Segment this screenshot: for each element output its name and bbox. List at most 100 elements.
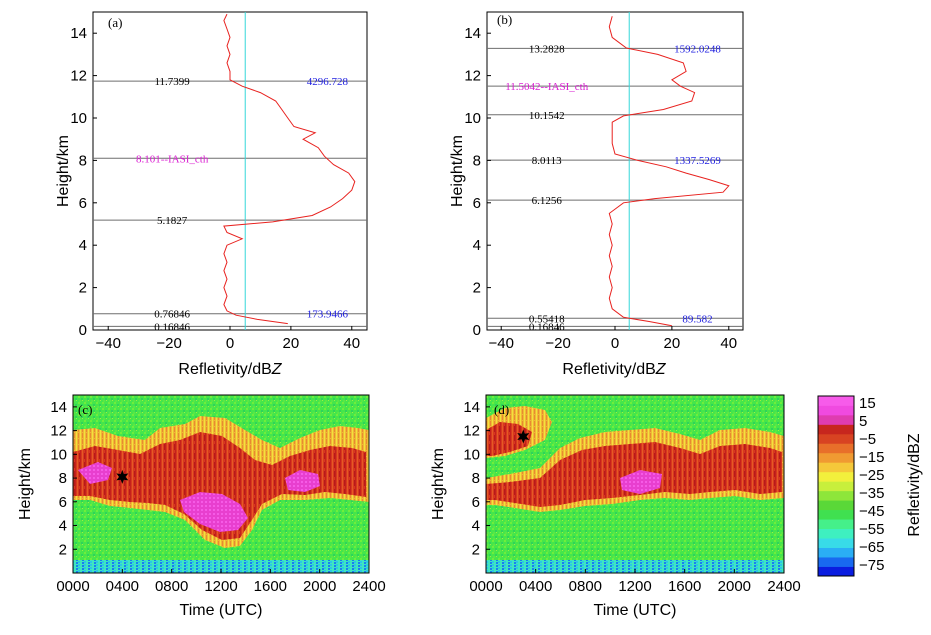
y-tick-label: 6 xyxy=(59,494,67,511)
y-tick-label: 10 xyxy=(463,446,480,463)
annotation-label: 1592.0248 xyxy=(674,43,721,55)
colorbar-band xyxy=(818,509,854,520)
cloud-top-marker-d xyxy=(517,429,530,444)
colorbar-tick-label: −55 xyxy=(859,521,884,538)
y-tick-label: 2 xyxy=(59,541,67,558)
y-tick-label: 0 xyxy=(473,322,481,339)
panel-label-a: (a) xyxy=(108,15,122,30)
annotation-label: 11.5042--IASI_cth xyxy=(505,81,588,93)
y-tick-label: 12 xyxy=(70,68,87,85)
y-tick-label: 10 xyxy=(50,446,67,463)
cloud-top-marker-c xyxy=(116,469,129,484)
annotation-label: 1337.5269 xyxy=(674,155,721,167)
panel-label-d: (d) xyxy=(494,402,509,417)
colorbar-band xyxy=(818,557,854,567)
annotation-label: 11.7399 xyxy=(154,76,190,88)
y-axis-label-c: Height/km xyxy=(17,448,34,520)
x-tick-label: 0000 xyxy=(469,578,502,595)
annotation-label: 0.16846 xyxy=(154,321,190,333)
colorbar-band xyxy=(818,471,854,482)
colorbar-band xyxy=(818,519,854,530)
colorbar-band xyxy=(818,481,854,492)
panel-label-b: (b) xyxy=(497,12,512,27)
reflectivity-profile-b xyxy=(608,16,730,327)
y-tick-label: 6 xyxy=(79,195,87,212)
x-tick-label: 40 xyxy=(720,335,737,352)
x-tick-label: 0 xyxy=(611,335,619,352)
annotation-label: 173.9466 xyxy=(307,309,349,321)
colorbar-tick-label: −75 xyxy=(859,557,884,574)
heatmap-plot-d: (d) 0000 0400 0800 1200 1600 2000 2400 2 4 6 8 10 1… xyxy=(430,394,801,619)
y-tick-label: 6 xyxy=(473,195,481,212)
colorbar: 155−5−15−25−35−45−55−65−75 Refletivity/d… xyxy=(817,395,923,577)
x-tick-label: −20 xyxy=(545,335,570,352)
annotation-label: 13.2828 xyxy=(529,43,565,55)
heatmap-surface-band-c xyxy=(73,560,369,573)
x-tick-label: −40 xyxy=(95,335,120,352)
reflectivity-profile-a xyxy=(223,13,356,325)
x-tick-label: 2000 xyxy=(303,578,336,595)
y-axis-label-d: Height/km xyxy=(430,448,447,520)
heatmap-plot-c: (c) 0000 0400 0800 1200 1600 2000 2400 2 4 6 8 10 1… xyxy=(17,394,386,619)
y-tick-label: 0 xyxy=(79,322,87,339)
x-axis-label-d: Time (UTC) xyxy=(594,602,677,619)
colorbar-tick-label: 5 xyxy=(859,413,867,430)
y-axis-label-a: Height/km xyxy=(55,135,72,207)
y-tick-label: 2 xyxy=(79,280,87,297)
heatmap-magenta-patch3-c xyxy=(78,462,112,484)
heatmap-magenta-patch-d xyxy=(620,470,662,494)
annotation-label: 0.55418 xyxy=(529,313,565,325)
y-tick-label: 14 xyxy=(463,399,480,416)
x-tick-label: 0800 xyxy=(155,578,188,595)
x-tick-label: 20 xyxy=(664,335,681,352)
heatmap-magenta-core-c xyxy=(180,492,248,532)
annotation-label: 6.1256 xyxy=(532,195,563,207)
profile-plot-b: (b) 13.2828 1592.0248 11.5042--IASI_cth 10.… xyxy=(449,11,744,378)
colorbar-band xyxy=(818,500,854,511)
y-tick-label: 10 xyxy=(464,110,481,127)
colorbar-band xyxy=(818,405,854,416)
x-axis-label-c: Time (UTC) xyxy=(180,602,263,619)
x-tick-label: −20 xyxy=(156,335,181,352)
annotation-label: 4296.728 xyxy=(307,76,349,88)
colorbar-band xyxy=(818,443,854,454)
colorbar-tick-label: −45 xyxy=(859,503,884,520)
y-tick-label: 8 xyxy=(473,152,481,169)
colorbar-band xyxy=(818,547,854,558)
y-tick-label: 14 xyxy=(464,25,481,42)
x-tick-label: −40 xyxy=(488,335,513,352)
x-tick-label: 0400 xyxy=(106,578,139,595)
x-tick-label: 0000 xyxy=(56,578,89,595)
y-tick-label: 2 xyxy=(473,280,481,297)
x-tick-label: 1200 xyxy=(204,578,237,595)
colorbar-band xyxy=(818,566,854,577)
y-tick-label: 4 xyxy=(59,518,67,535)
profile-plot-a: (a) 11.7399 4296.728 8.101--IASI_cth 5.1827… xyxy=(55,11,368,378)
colorbar-band xyxy=(818,424,854,435)
x-tick-label: 1600 xyxy=(254,578,287,595)
heatmap-upper-cloud-red-d xyxy=(486,422,532,456)
annotation-label: 89.582 xyxy=(682,313,712,325)
colorbar-band xyxy=(818,396,854,406)
y-tick-label: 12 xyxy=(50,423,67,440)
colorbar-band xyxy=(818,528,854,539)
annotation-label: 5.1827 xyxy=(157,215,188,227)
annotation-label: 0.16846 xyxy=(529,321,565,333)
annotation-label: 8.0113 xyxy=(532,155,562,167)
y-tick-label: 6 xyxy=(472,494,480,511)
x-tick-label: 20 xyxy=(283,335,300,352)
heatmap-surface-band-d xyxy=(486,560,784,573)
heatmap-red-layer-c xyxy=(73,432,366,540)
x-axis-label-a: Refletivity/dBZ xyxy=(178,361,282,378)
x-tick-label: 0 xyxy=(226,335,234,352)
colorbar-tick-label: −65 xyxy=(859,539,884,556)
y-tick-label: 12 xyxy=(463,423,480,440)
annotation-label: 0.76846 xyxy=(154,309,190,321)
annotation-label: 8.101--IASI_cth xyxy=(136,153,209,165)
plot-frame-b xyxy=(486,11,744,331)
colorbar-band xyxy=(818,414,854,425)
colorbar-tick-label: −35 xyxy=(859,485,884,502)
x-tick-label: 0400 xyxy=(519,578,552,595)
y-tick-label: 4 xyxy=(472,518,480,535)
